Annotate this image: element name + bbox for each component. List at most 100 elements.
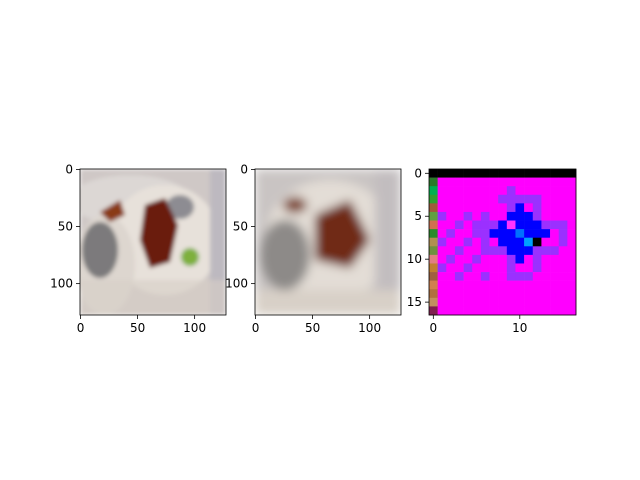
heatmap-cell [472, 186, 482, 196]
heatmap-cell [472, 169, 482, 178]
y-tick-label: 15 [407, 295, 422, 309]
heatmap-cell [524, 246, 534, 256]
heatmap-cell [472, 263, 482, 273]
heatmap-cell [498, 177, 508, 187]
heatmap-cell [515, 272, 525, 281]
heatmap-cell [558, 186, 568, 196]
heatmap-cell [567, 194, 577, 204]
heatmap-cell [437, 246, 447, 256]
heatmap-cell [480, 211, 490, 221]
heatmap-cell [558, 237, 568, 247]
heatmap-cell [498, 272, 508, 281]
heatmap-cell [558, 246, 568, 256]
heatmap-cell [558, 297, 568, 307]
heatmap-cell [515, 289, 525, 299]
heatmap-cell [463, 169, 473, 178]
heatmap-cell [498, 297, 508, 307]
heatmap-cell [480, 203, 490, 213]
heatmap-cell [567, 289, 577, 299]
heatmap-cell [446, 289, 456, 299]
heatmap-cell [489, 169, 499, 178]
panel-1-image [80, 169, 226, 315]
heatmap-cell [463, 220, 473, 230]
heatmap-cell [480, 272, 490, 281]
heatmap-cell [506, 211, 516, 221]
heatmap-cell [558, 177, 568, 187]
heatmap-cell [506, 186, 516, 196]
panel-3-frame [428, 168, 577, 316]
heatmap-cell [550, 306, 560, 316]
heatmap-cell [498, 186, 508, 196]
heatmap-cell [489, 272, 499, 281]
heatmap-cell [437, 280, 447, 290]
heatmap-cell [506, 289, 516, 299]
heatmap-cell [567, 272, 577, 281]
heatmap-cell [463, 306, 473, 316]
heatmap-cell [550, 229, 560, 239]
heatmap-cell [437, 177, 447, 187]
heatmap-cell [506, 254, 516, 264]
heatmap-cell [532, 211, 542, 221]
panel-1-frame [79, 168, 227, 316]
heatmap-cell [498, 237, 508, 247]
heatmap-cell [532, 297, 542, 307]
heatmap-cell [541, 246, 551, 256]
heatmap-cell [446, 280, 456, 290]
y-tick-label: 100 [225, 277, 248, 291]
heatmap-cell [532, 246, 542, 256]
heatmap-cell [515, 169, 525, 178]
heatmap-cell [532, 263, 542, 273]
heatmap-cell [550, 169, 560, 178]
heatmap-cell [506, 280, 516, 290]
heatmap-cell [550, 263, 560, 273]
heatmap-cell [446, 306, 456, 316]
heatmap-cell [454, 211, 464, 221]
heatmap-cell [524, 289, 534, 299]
heatmap-cell [480, 263, 490, 273]
heatmap-cell [532, 272, 542, 281]
heatmap-cell [437, 186, 447, 196]
heatmap-cell [472, 289, 482, 299]
heatmap-cell [446, 229, 456, 239]
y-tick-label: 50 [58, 220, 73, 234]
y-tick-label: 5 [414, 209, 422, 223]
heatmap-cell [498, 280, 508, 290]
heatmap-cell [567, 254, 577, 264]
heatmap-cell [489, 186, 499, 196]
heatmap-cell [463, 280, 473, 290]
heatmap-cell [429, 263, 438, 273]
heatmap-cell [489, 289, 499, 299]
panel-2-frame [254, 168, 402, 316]
heatmap-cell [515, 246, 525, 256]
y-tick-label: 0 [240, 163, 248, 177]
heatmap-cell [489, 177, 499, 187]
heatmap-cell [524, 211, 534, 221]
heatmap-cell [524, 297, 534, 307]
heatmap-cell [515, 220, 525, 230]
heatmap-cell [446, 220, 456, 230]
heatmap-cell [454, 272, 464, 281]
heatmap-cell [489, 306, 499, 316]
heatmap-cell [429, 280, 438, 290]
heatmap-cell [437, 289, 447, 299]
heatmap-cell [463, 203, 473, 213]
heatmap-cell [463, 177, 473, 187]
heatmap-cell [429, 169, 438, 178]
heatmap-cell [524, 169, 534, 178]
heatmap-cell [446, 194, 456, 204]
y-tick-label: 50 [233, 220, 248, 234]
heatmap-cell [550, 186, 560, 196]
heatmap-cell [463, 254, 473, 264]
heatmap-cell [524, 254, 534, 264]
heatmap-cell [550, 280, 560, 290]
heatmap-cell [506, 237, 516, 247]
heatmap-cell [498, 254, 508, 264]
heatmap-cell [437, 169, 447, 178]
heatmap-cell [446, 297, 456, 307]
heatmap-cell [480, 220, 490, 230]
heatmap-cell [489, 297, 499, 307]
heatmap-cell [550, 289, 560, 299]
heatmap-cell [454, 169, 464, 178]
heatmap-cell [541, 280, 551, 290]
